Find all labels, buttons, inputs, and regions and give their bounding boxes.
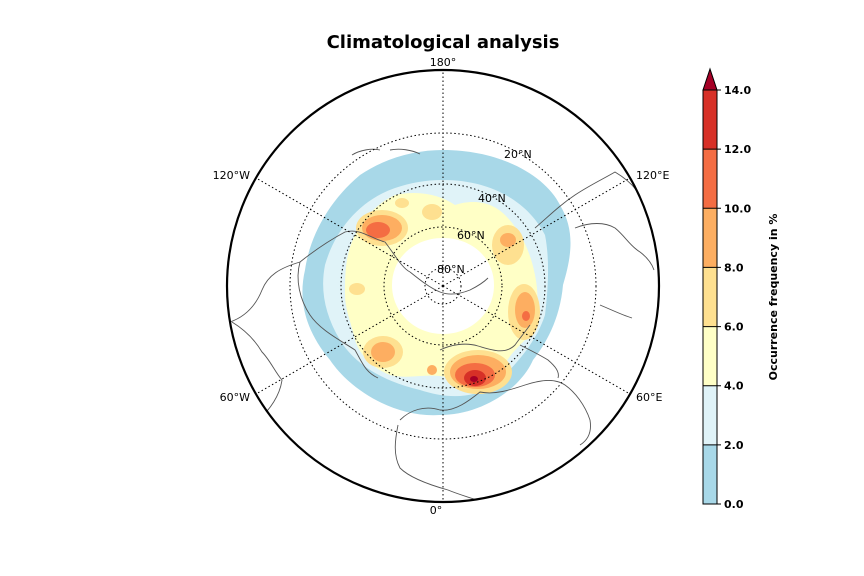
lon-label-180: 180°	[430, 56, 457, 69]
colorbar-tick-label: 2.0	[724, 439, 744, 452]
colorbar-segment	[703, 267, 717, 326]
colorbar-tick-label: 0.0	[724, 498, 744, 511]
colorbar-tick-label: 8.0	[724, 261, 744, 274]
colorbar-segment	[703, 208, 717, 267]
lat-label-80n: 80°N	[437, 263, 465, 276]
colorbar-segments	[703, 90, 717, 504]
lat-label-20n: 20°N	[504, 148, 532, 161]
lon-label-60e: 60°E	[636, 391, 662, 404]
lat-label-40n: 40°N	[478, 192, 506, 205]
colorbar-segment	[703, 445, 717, 504]
colorbar-tick-label: 6.0	[724, 321, 744, 334]
colorbar-tick-label: 14.0	[724, 84, 751, 97]
colorbar-segment	[703, 327, 717, 386]
map-disk	[230, 70, 654, 502]
colorbar-segment	[703, 90, 717, 149]
colorbar-segment	[703, 149, 717, 208]
colorbar-label: Occurrence frequency in %	[767, 214, 780, 381]
colorbar-tick-label: 10.0	[724, 202, 751, 215]
colorbar-extend-arrow	[703, 69, 717, 90]
colorbar-tick-label: 4.0	[724, 380, 744, 393]
frequency-field	[302, 150, 570, 415]
lat-label-60n: 60°N	[457, 229, 485, 242]
colorbar-segment	[703, 386, 717, 445]
field-level-over-14	[470, 376, 478, 382]
colorbar: 0.0 2.0 4.0 6.0 8.0 10.0 12.0 14.0 Occurrence f…	[703, 69, 780, 511]
colorbar-tick-label: 12.0	[724, 143, 751, 156]
lon-label-120e: 120°E	[636, 169, 669, 182]
lon-label-120w: 120°W	[213, 169, 250, 182]
lon-label-0: 0°	[430, 504, 443, 517]
lon-label-60w: 60°W	[220, 391, 250, 404]
